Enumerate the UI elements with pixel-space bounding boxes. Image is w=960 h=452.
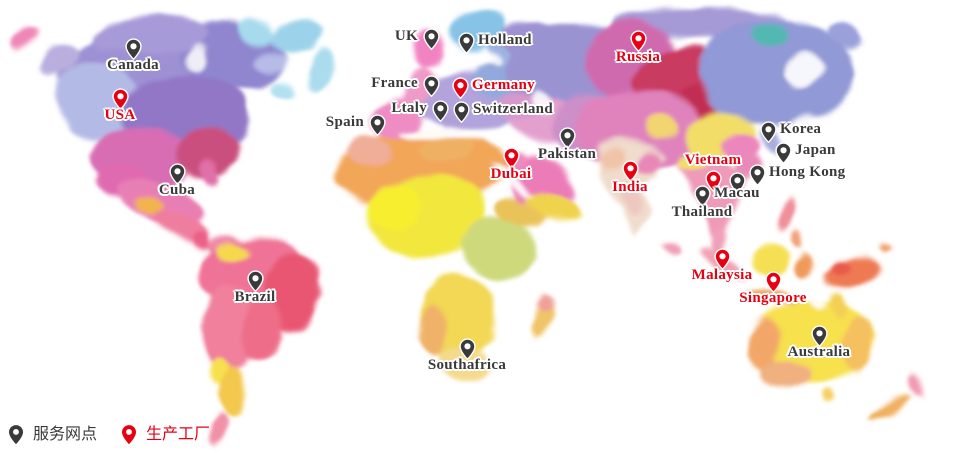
continent-north-america [12, 16, 286, 253]
map-label-holland: Holland [478, 32, 532, 48]
location-pin-icon [621, 159, 639, 182]
location-pin-icon [422, 74, 440, 97]
location-pin-icon [452, 100, 470, 123]
location-pin-icon [759, 120, 777, 143]
map-label-pakistan: Pakistan [537, 146, 597, 162]
map-label-canada: Canada [107, 57, 159, 73]
location-pin-icon [457, 31, 475, 54]
factory-pin-icon [122, 425, 137, 445]
greenland-islands [238, 19, 336, 99]
location-pin-icon [629, 29, 647, 52]
location-pin-icon [431, 99, 449, 122]
location-pin-icon [502, 146, 520, 169]
location-pin-icon [704, 169, 722, 192]
location-pin-icon [558, 126, 576, 149]
map-label-singapore: Singapore [739, 290, 807, 306]
map-legend: 服务网点 生产工厂 [8, 424, 210, 445]
location-pin-icon [124, 37, 142, 60]
location-pin-icon [810, 324, 828, 347]
location-pin-icon [422, 27, 440, 50]
map-label-dubai: Dubai [490, 166, 532, 182]
map-label-japan: Japan [795, 142, 836, 158]
legend-service-label: 服务网点 [33, 425, 98, 443]
location-pin-icon [764, 270, 782, 293]
map-label-vietnam: Vietnam [684, 152, 742, 168]
map-label-spain: Spain [325, 114, 364, 130]
continent-australia [748, 292, 926, 422]
map-label-korea: Korea [780, 121, 822, 137]
continent-south-america [200, 234, 320, 446]
location-pin-icon [693, 184, 711, 207]
map-label-thailand: Thailand [671, 204, 733, 220]
map-label-germany: Germany [472, 77, 535, 93]
location-pin-icon [728, 171, 746, 194]
map-label-southafrica: Southafrica [427, 357, 507, 373]
map-label-cuba: Cuba [158, 182, 196, 198]
map-label-switzerland: Switzerland [473, 101, 553, 117]
location-pin-icon [246, 269, 264, 292]
map-label-italy: Ltaly [391, 100, 427, 116]
location-pin-icon [451, 76, 469, 99]
sea-gaps [400, 51, 822, 236]
location-pin-icon [713, 247, 731, 270]
legend-factory-label: 生产工厂 [146, 425, 211, 443]
map-label-india: India [612, 179, 648, 195]
map-label-france: France [371, 75, 418, 91]
map-label-russia: Russia [615, 49, 661, 65]
service-pin-icon [9, 425, 23, 445]
location-pin-icon [774, 141, 792, 164]
location-pin-icon [111, 87, 129, 110]
legend-item-service: 服务网点 [8, 424, 97, 445]
location-pin-icon [458, 337, 476, 360]
map-label-macau: Macau [714, 185, 760, 201]
map-label-brazil: Brazil [234, 289, 276, 305]
location-pin-icon [168, 162, 186, 185]
legend-item-factory: 生产工厂 [121, 424, 210, 445]
map-label-usa: USA [104, 107, 136, 123]
location-pin-icon [748, 163, 766, 186]
map-label-australia: Australia [787, 344, 851, 360]
location-pin-icon [368, 113, 386, 136]
map-label-uk: UK [394, 28, 418, 44]
continent-asia [498, 8, 864, 256]
map-label-hong-kong: Hong Kong [769, 164, 846, 180]
map-label-malaysia: Malaysia [691, 267, 753, 283]
